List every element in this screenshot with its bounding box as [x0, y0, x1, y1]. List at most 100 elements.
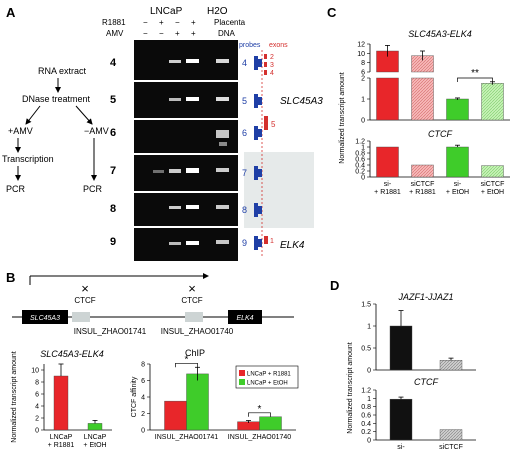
- panel-c-letter: C: [327, 5, 337, 20]
- x-tick-label: + EtOH: [446, 189, 469, 196]
- y-tick-label: 0: [361, 175, 365, 182]
- bar-2: [87, 423, 103, 431]
- gene-label-elk4: ELK4: [280, 240, 305, 251]
- chart-title: CTCF: [414, 377, 438, 387]
- y-axis-label: Normalized transcript amount: [347, 342, 354, 433]
- y-tick-label: 0.5: [361, 346, 371, 353]
- probe-6: 6: [242, 128, 247, 138]
- bar-LNCaP + R1881: [164, 400, 187, 431]
- y-tick-label: 0.4: [361, 421, 371, 428]
- flow-dnase: DNase treatment: [22, 94, 91, 104]
- y-tick-label: 0: [35, 428, 39, 435]
- amv-sign-1: −: [143, 29, 148, 38]
- y-tick-label: 1.2: [355, 139, 365, 146]
- chart-title: ChIP: [185, 348, 205, 358]
- r1881-label: R1881: [102, 18, 126, 27]
- chart-title: SLC45A3-ELK4: [40, 349, 104, 359]
- significance-bracket: [457, 77, 493, 82]
- y-tick-label: 1: [367, 324, 371, 331]
- chart-d-top: 0 0.5 1 1.5 JAZF1-JJAZ1: [361, 292, 476, 375]
- y-tick-label: 0: [141, 428, 145, 435]
- y-tick-label: 2: [141, 411, 145, 418]
- r1881-sign-3: −: [175, 18, 180, 27]
- gel-number-5: 5: [110, 94, 116, 106]
- y-tick-label: 0.8: [355, 151, 365, 158]
- x-tick-label: + EtOH: [83, 442, 106, 449]
- significance-bracket: [175, 362, 198, 368]
- amv-sign-2: −: [159, 29, 164, 38]
- gel-number-4: 4: [110, 57, 117, 69]
- bar-LNCaP + EtOH: [259, 416, 282, 431]
- y-tick-label: 0: [361, 118, 365, 125]
- legend-swatch: [239, 379, 245, 385]
- y-tick-label: 0.6: [355, 157, 365, 164]
- bar-3: [446, 98, 469, 121]
- panel-a: A LNCaP H2O R1881 AMV − + − + − − + + Pl…: [2, 5, 323, 261]
- gel-number-9: 9: [110, 236, 116, 248]
- r1881-sign-2: +: [159, 18, 164, 27]
- y-tick-label: 10: [357, 51, 365, 58]
- gene-label-slc45a3: SLC45A3: [280, 96, 323, 107]
- y-tick-label: 1: [361, 97, 365, 104]
- y-tick-label: 0.2: [355, 169, 365, 176]
- y-tick-label: 8: [141, 362, 145, 369]
- chart-title: SLC45A3-ELK4: [408, 29, 472, 39]
- gel-number-8: 8: [110, 203, 116, 215]
- probe-7: 7: [242, 168, 247, 178]
- bar-1: [389, 325, 413, 371]
- bar-1: [53, 375, 69, 431]
- dna-label: DNA: [218, 29, 236, 38]
- y-tick-label: 1.2: [361, 388, 371, 395]
- legend-label: LNCaP + EtOH: [247, 381, 288, 387]
- panel-b-letter: B: [6, 270, 15, 285]
- y-tick-label: 6: [35, 392, 39, 399]
- y-tick-label: 1.5: [361, 302, 371, 309]
- y-tick-label: 6: [141, 378, 145, 385]
- locus-diagram: × × CTCF CTCF SLC45A3 ELK4 INSUL_ZHAO017…: [12, 273, 294, 336]
- y-tick-label: 0.2: [361, 429, 371, 436]
- flow-plus-amv: +AMV: [8, 126, 33, 136]
- header-lncap: LNCaP: [150, 6, 183, 17]
- x-tick-label: + EtOH: [481, 189, 504, 196]
- exon-4: 4: [270, 70, 274, 77]
- x-tick-label: LNCaP: [50, 434, 73, 441]
- chart-d-bottom: 0 0.20.40.6 0.811.2 si-siCTCF CTCF Normalized…: [347, 342, 476, 451]
- bar-2: [411, 164, 434, 178]
- probe-5: 5: [242, 96, 247, 106]
- y-tick-label: 8: [35, 380, 39, 387]
- flow-rna-extract: RNA extract: [38, 66, 87, 76]
- flow-transcription: Transcription: [2, 154, 54, 164]
- gel-images: [134, 40, 238, 261]
- insul-label-1740: INSUL_ZHAO01740: [161, 327, 234, 336]
- bar-1-lower: [376, 77, 399, 121]
- amv-sign-3: +: [175, 29, 180, 38]
- gene-box-elk4: ELK4: [236, 315, 253, 322]
- chart-title: JAZF1-JJAZ1: [397, 292, 453, 302]
- r1881-sign-1: −: [143, 18, 148, 27]
- bar-1: [389, 398, 413, 441]
- probe-8: 8: [242, 205, 247, 215]
- exon-5: 5: [271, 120, 276, 129]
- legend-swatch: [239, 370, 245, 376]
- gene-schematic: probes exons 4 5 6 7 8 9: [239, 42, 323, 256]
- bar-3: [446, 146, 469, 178]
- x-tick-label: siCTCF: [439, 444, 463, 451]
- panel-a-letter: A: [6, 5, 16, 20]
- probe-9: 9: [242, 238, 247, 248]
- bar-1: [376, 146, 399, 178]
- bar-2: [439, 360, 463, 371]
- y-tick-label: 0: [367, 438, 371, 445]
- exons-label: exons: [269, 42, 288, 49]
- ctcf-cross-right: ×: [188, 281, 196, 296]
- bar-LNCaP + EtOH: [186, 373, 209, 431]
- x-tick-label: si-: [397, 444, 405, 451]
- exon-3: 3: [270, 62, 274, 69]
- y-tick-label: 0.4: [355, 163, 365, 170]
- y-tick-label: 12: [357, 42, 365, 49]
